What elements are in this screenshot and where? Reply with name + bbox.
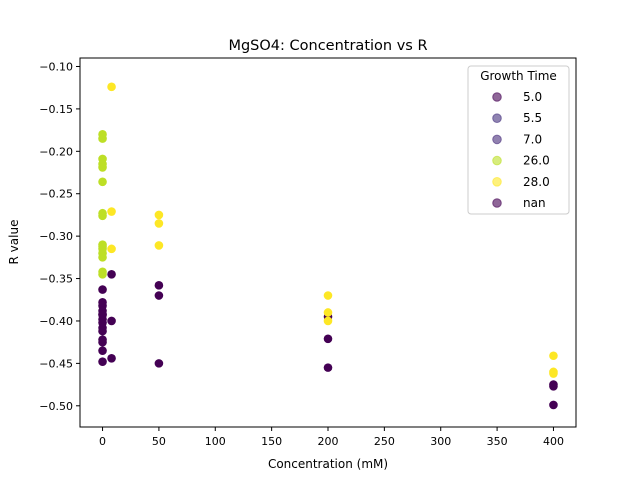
data-point [323,316,333,326]
legend-marker [492,113,502,123]
y-tick-label: −0.50 [39,400,73,413]
legend-label: 28.0 [523,175,550,189]
legend-marker [492,155,502,166]
legend-marker [492,198,502,208]
y-axis-label: R value [7,220,21,265]
x-tick-label: 200 [318,435,339,448]
data-point [98,177,107,187]
y-tick-label: −0.35 [39,273,73,286]
data-point [154,241,164,250]
x-tick-label: 400 [543,435,564,448]
data-point [323,334,333,344]
data-point [549,351,558,361]
x-tick-label: 150 [261,435,282,448]
x-tick-label: 300 [430,435,451,448]
data-point [98,310,107,320]
data-point [98,134,107,143]
legend-label: nan [523,196,546,210]
data-point [549,381,558,391]
y-tick-label: −0.20 [39,145,73,158]
data-point [98,285,107,294]
y-tick-label: −0.15 [39,103,73,116]
x-tick-label: 100 [205,435,226,448]
x-tick-label: 350 [487,435,508,448]
legend-box [467,65,570,215]
data-point [549,369,558,378]
data-points [98,82,558,410]
y-tick-label: −0.10 [39,60,73,73]
legend-label: 5.5 [523,111,542,125]
y-tick-label: −0.40 [39,315,73,328]
data-point [154,281,164,290]
data-point [154,210,164,220]
y-tick-label: −0.25 [39,188,73,201]
legend-label: 5.0 [523,90,542,104]
legend-title: Growth Time [480,69,557,83]
data-point [107,270,116,279]
legend-label: 7.0 [523,132,542,146]
legend-marker [492,134,502,145]
data-point [323,363,333,372]
data-point [98,163,107,172]
data-point [98,253,107,262]
y-tick-label: −0.45 [39,357,73,370]
chart-title: MgSO4: Concentration vs R [228,38,427,54]
data-point [98,270,107,279]
data-point [154,359,164,368]
x-axis-ticks: 0 50 100 150 200 250 300 350 400 [99,427,564,448]
legend-marker [492,92,502,102]
data-point [107,244,116,254]
x-tick-label: 0 [99,435,106,448]
data-point [323,308,333,317]
data-point [98,211,107,221]
data-point [154,291,164,300]
data-point [98,346,107,355]
data-point [98,326,107,336]
data-point [549,400,558,410]
y-tick-label: −0.30 [39,230,73,243]
data-point [154,219,164,228]
x-axis-label: Concentration (mM) [268,457,388,471]
data-point [98,337,107,347]
data-point [323,291,333,300]
data-point [107,353,116,363]
x-tick-label: 250 [374,435,395,448]
x-tick-label: 50 [152,435,166,448]
data-point [107,82,116,92]
data-point [107,207,116,216]
data-point [98,357,107,366]
y-axis-ticks: −0.10 −0.15 −0.20 −0.25 −0.30 −0.35 −0.40 −0.45… [39,60,80,413]
legend-marker [492,177,502,187]
legend: Growth Time 5.0 5.5 7.0 26.0 28.0 nan [467,65,570,215]
legend-label: 26.0 [523,154,550,168]
data-point [107,316,116,326]
